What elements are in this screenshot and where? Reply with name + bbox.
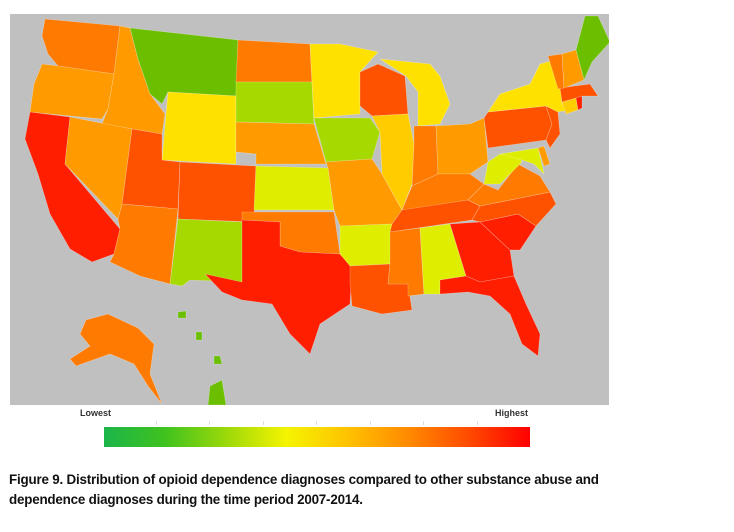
legend-tick: [370, 421, 371, 425]
state-delaware: [537, 145, 551, 167]
state-kansas: [253, 165, 335, 211]
us-states-svg: [24, 15, 609, 405]
state-oregon: [29, 63, 115, 120]
state-nebraska: [235, 121, 327, 165]
state-iowa: [313, 117, 381, 163]
state-mississippi: [387, 227, 425, 297]
state-arizona: [109, 203, 179, 285]
state-alaska: [69, 313, 163, 405]
choropleth-map: [10, 14, 609, 405]
legend-high-label: Highest: [495, 408, 529, 418]
state-florida: [439, 275, 541, 357]
state-pennsylvania: [483, 105, 553, 149]
state-ohio: [435, 117, 489, 175]
state-new-mexico: [169, 218, 243, 287]
state-maine: [575, 15, 609, 81]
legend-tick: [209, 421, 210, 425]
state-wyoming: [161, 91, 237, 165]
legend-tick: [477, 421, 478, 425]
legend-low-label: Lowest: [80, 408, 112, 418]
state-massachusetts: [559, 83, 599, 103]
state-maryland: [499, 147, 545, 175]
figure-caption: Figure 9. Distribution of opioid depende…: [9, 470, 734, 510]
state-south-dakota: [235, 81, 315, 125]
state-michigan: [379, 58, 451, 127]
legend-tick: [263, 421, 264, 425]
caption-line-2: dependence diagnoses during the time per…: [9, 492, 363, 507]
state-hawaii: [177, 310, 227, 405]
state-arkansas: [339, 223, 393, 267]
legend-tick: [423, 421, 424, 425]
legend-tick: [316, 421, 317, 425]
state-north-dakota: [235, 39, 313, 83]
legend-color-scale: [104, 427, 530, 447]
legend-tick: [156, 421, 157, 425]
state-virginia: [467, 163, 551, 207]
state-texas: [204, 219, 353, 355]
state-illinois: [371, 113, 415, 211]
caption-line-1: Figure 9. Distribution of opioid depende…: [9, 472, 599, 487]
state-north-carolina: [471, 191, 557, 227]
